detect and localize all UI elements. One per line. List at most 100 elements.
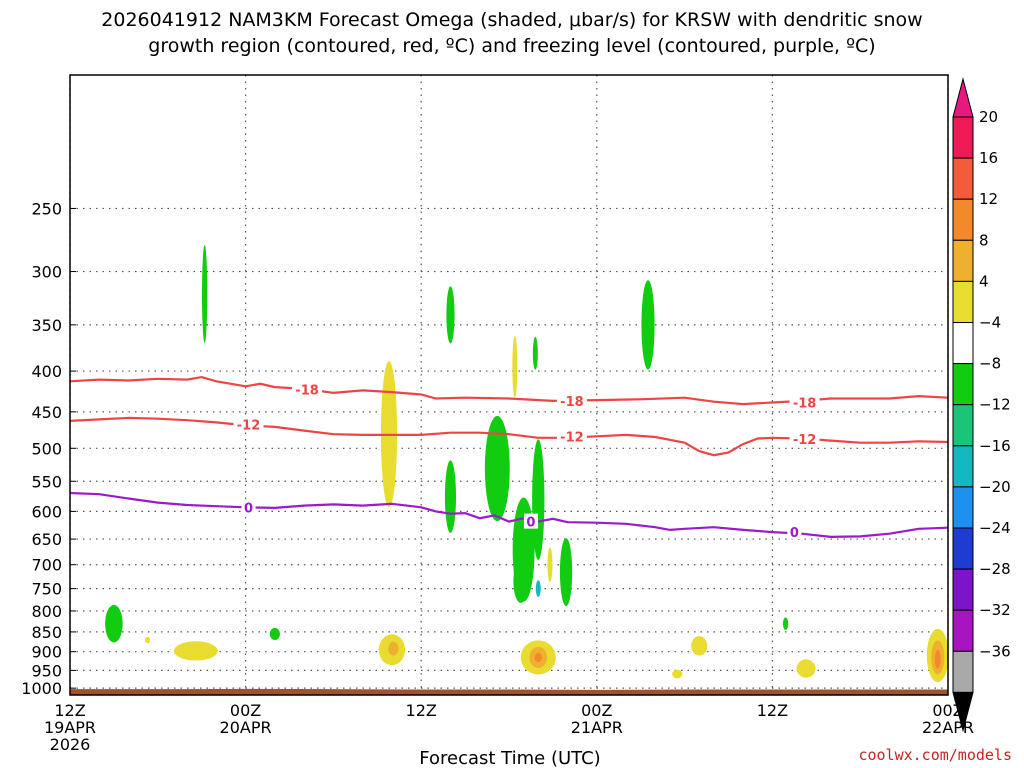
colorbar-top-cap	[952, 77, 974, 118]
colorbar-tick-label: −16	[979, 437, 1011, 455]
y-tick-label: 850	[31, 623, 62, 642]
x-tick-label: 22APR	[922, 718, 974, 737]
omega-shade	[782, 617, 789, 630]
omega-shade	[532, 439, 545, 560]
omega-shade	[559, 538, 573, 607]
contour-label: -12	[793, 433, 817, 448]
y-tick-label: 700	[31, 556, 62, 575]
y-tick-label: 750	[31, 580, 62, 599]
x-tick-label: 12Z	[757, 701, 788, 720]
colorbar-tick-label: 16	[979, 149, 998, 167]
contour-label: -12	[560, 430, 584, 445]
contour-label-bg	[292, 381, 323, 397]
colorbar-tick-label: −4	[979, 314, 1001, 332]
y-tick-label: 400	[31, 362, 62, 381]
contour-label: 0	[526, 516, 535, 531]
y-tick-label: 650	[31, 530, 62, 549]
x-tick-label: 12Z	[406, 701, 437, 720]
y-tick-label: 600	[31, 502, 62, 521]
omega-shade	[513, 560, 529, 603]
colorbar-tick-label: −28	[979, 560, 1011, 578]
colorbar-tick-label: −24	[979, 519, 1011, 537]
omega-shade	[388, 641, 399, 656]
plot-frame	[69, 74, 949, 696]
colorbar-tick-label: 20	[979, 108, 998, 126]
omega-shade	[532, 336, 538, 370]
colorbar-segment	[952, 322, 974, 365]
colorbar-tick-label: −36	[979, 642, 1011, 660]
omega-shade	[934, 649, 941, 669]
x-tick-label: 21APR	[571, 718, 623, 737]
chart-title-line1: 2026041912 NAM3KM Forecast Omega (shaded…	[101, 9, 922, 31]
omega-shade	[446, 286, 455, 344]
colorbar-segment	[952, 239, 974, 282]
x-axis-label: Forecast Time (UTC)	[419, 748, 600, 768]
x-tick-label: 00Z	[581, 701, 612, 720]
contour-label: 0	[244, 501, 253, 516]
contour-label-bg	[556, 428, 587, 444]
colorbar-segment	[952, 280, 974, 323]
contour-label: 0	[790, 526, 799, 541]
colorbar-tick-label: 4	[979, 272, 989, 290]
credit-text: coolwx.com/models	[858, 746, 1012, 764]
y-tick-label: 500	[31, 439, 62, 458]
omega-shade	[201, 244, 208, 343]
x-tick-label: 00Z	[230, 701, 261, 720]
contour-label: -18	[560, 395, 584, 410]
contour-label-bg	[556, 392, 587, 408]
colorbar-segment	[952, 157, 974, 200]
colorbar-tick-label: −20	[979, 478, 1011, 496]
omega-shade	[173, 641, 218, 661]
contour-label-bg	[789, 431, 820, 447]
x-tick-label: 12Z	[54, 701, 85, 720]
x-tick-label: 00Z	[932, 701, 963, 720]
colorbar-tick-label: 8	[979, 231, 989, 249]
colorbar-bottom-cap	[952, 691, 974, 733]
omega-shade	[484, 415, 510, 522]
contour-label-bg	[787, 524, 802, 540]
colorbar-segment	[952, 609, 974, 652]
x-tick-label: 19APR	[44, 718, 96, 737]
y-tick-label: 800	[31, 602, 62, 621]
colorbar-segment	[952, 363, 974, 406]
y-tick-label: 950	[31, 661, 62, 680]
omega-shade	[444, 460, 457, 533]
contour-label-bg	[523, 513, 538, 529]
x-tick-label: 20APR	[220, 718, 272, 737]
omega-shade	[641, 280, 655, 370]
omega-shade	[547, 547, 553, 583]
omega-shade	[691, 636, 708, 656]
colorbar-segment	[952, 486, 974, 529]
omega-shade	[512, 335, 518, 398]
colorbar-tick-label: −32	[979, 601, 1011, 619]
colorbar-segment	[952, 445, 974, 488]
colorbar-segment	[952, 650, 974, 693]
y-tick-label: 450	[31, 403, 62, 422]
y-tick-label: 250	[31, 199, 62, 218]
y-tick-label: 900	[31, 643, 62, 662]
omega-shade	[269, 627, 280, 641]
contour-line	[69, 416, 949, 457]
plot-area: 2503003504004505005506006507007508008509…	[21, 74, 974, 754]
terrain-band	[70, 688, 948, 695]
colorbar: 20 16 12 8 4 −4 −8 −12 −16 −20 −24 −28 −32 −36	[952, 77, 1011, 733]
contour-label: -12	[237, 419, 261, 434]
colorbar-tick-label: −8	[979, 355, 1001, 373]
omega-shade	[145, 636, 151, 644]
plot-background	[70, 75, 948, 695]
contour-label-bg	[233, 416, 264, 432]
colorbar-segment	[952, 404, 974, 447]
omega-shade	[534, 652, 542, 662]
omega-shade	[672, 669, 683, 679]
y-tick-label: 1000	[21, 679, 62, 698]
omega-shade	[796, 659, 816, 678]
y-tick-label: 300	[31, 263, 62, 282]
colorbar-segment	[952, 116, 974, 159]
colorbar-segment	[952, 527, 974, 570]
omega-shade	[535, 580, 541, 597]
chart-title-line2: growth region (contoured, red, ºC) and f…	[148, 35, 875, 57]
colorbar-tick-label: −12	[979, 396, 1011, 414]
x-tick-label: 2026	[50, 735, 91, 754]
contour-label-bg	[789, 394, 820, 410]
